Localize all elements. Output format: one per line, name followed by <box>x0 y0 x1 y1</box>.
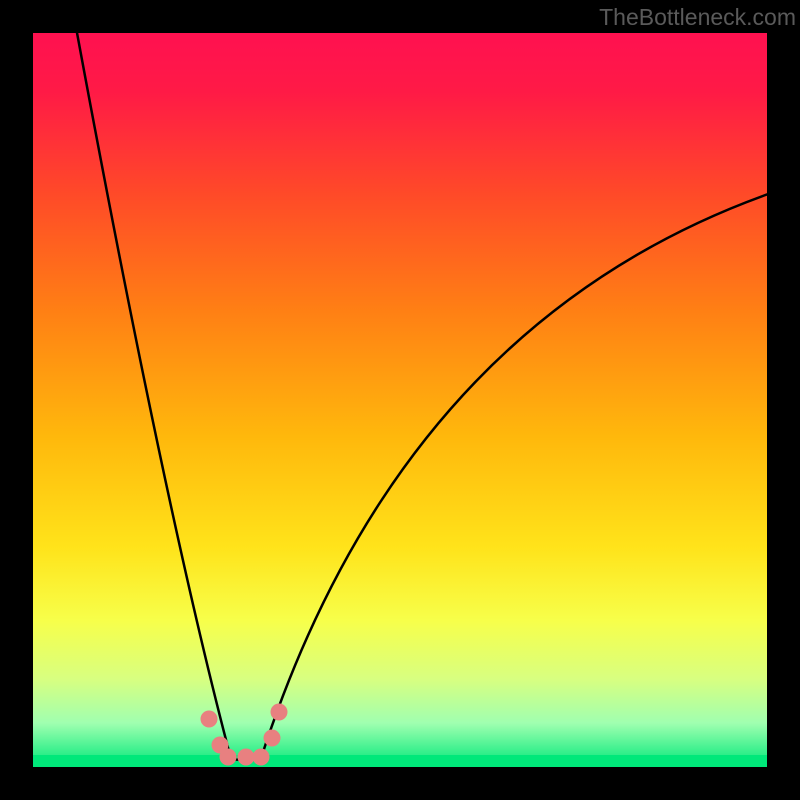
marker-point <box>219 748 236 765</box>
chart-canvas: TheBottleneck.com <box>0 0 800 800</box>
marker-group <box>33 33 767 767</box>
plot-area <box>33 33 767 767</box>
marker-point <box>270 703 287 720</box>
marker-point <box>201 711 218 728</box>
marker-point <box>263 729 280 746</box>
marker-point <box>252 749 269 766</box>
watermark-text: TheBottleneck.com <box>599 4 796 31</box>
